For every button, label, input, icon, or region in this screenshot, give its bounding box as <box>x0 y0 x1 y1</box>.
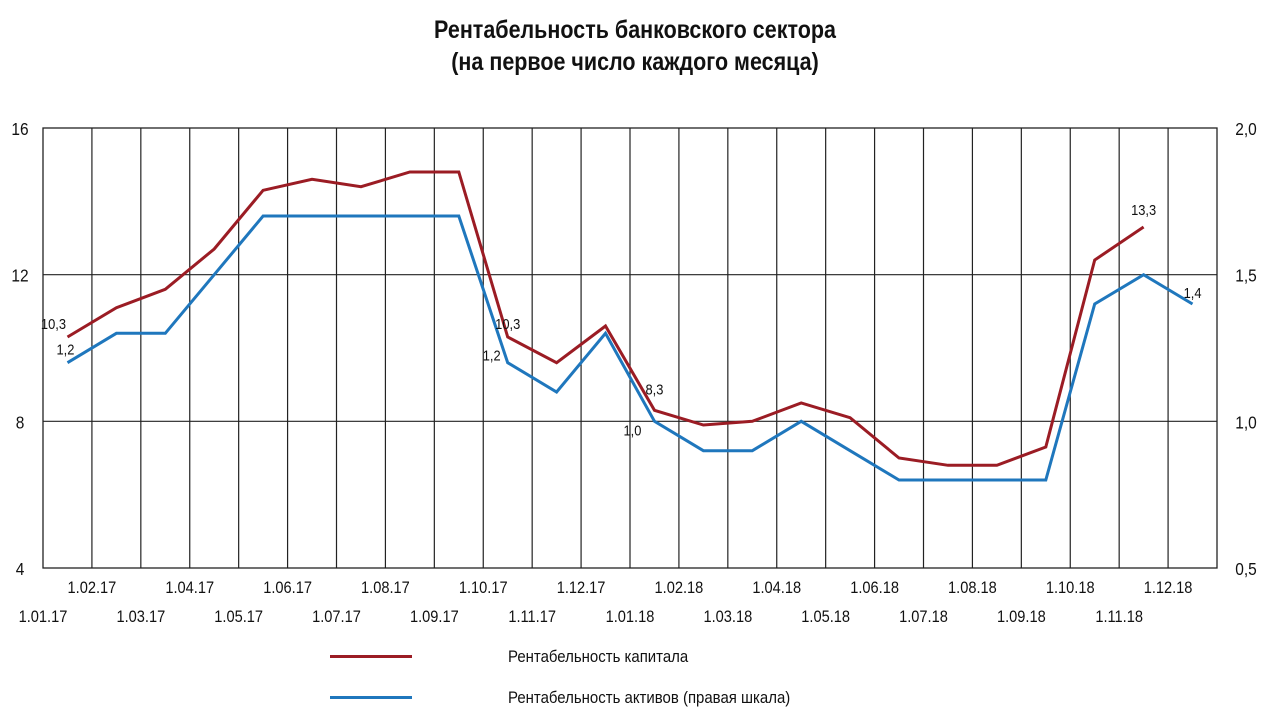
x-axis-tick-label: 1.10.18 <box>1046 579 1095 597</box>
data-label-capital: 13,3 <box>1131 201 1156 218</box>
data-label-assets: 1,4 <box>1184 284 1202 301</box>
x-axis-tick-label: 1.11.17 <box>508 608 556 626</box>
x-axis-tick-label: 1.04.17 <box>165 579 214 597</box>
x-axis-tick-label: 1.06.18 <box>850 579 899 597</box>
x-axis-tick-label: 1.10.17 <box>459 579 508 597</box>
right-axis-tick-label: 1,5 <box>1235 266 1256 286</box>
x-axis-tick-label: 1.01.18 <box>606 608 655 626</box>
data-label-capital: 10,3 <box>41 315 66 332</box>
right-axis-tick-label: 0,5 <box>1235 559 1256 579</box>
x-axis-tick-label: 1.04.18 <box>752 579 801 597</box>
data-label-assets: 1,2 <box>483 347 501 364</box>
grid <box>42 127 1218 569</box>
chart-title-line-2: (на первое число каждого месяца) <box>451 48 819 76</box>
x-axis-tick-label: 1.06.17 <box>263 579 312 597</box>
legend-label-capital: Рентабельность капитала <box>508 647 689 666</box>
x-axis-tick-label: 1.01.17 <box>19 608 68 626</box>
series-line-assets <box>66 214 1194 482</box>
x-axis-tick-label: 1.09.17 <box>410 608 459 626</box>
data-labels: 10,3 10,3 8,3 13,3 1,2 1,2 1,0 1,4 <box>41 201 1202 438</box>
x-axis-tick-label: 1.03.18 <box>703 608 752 626</box>
x-axis-tick-label: 1.05.17 <box>214 608 263 626</box>
axes: 4812160,51,01,52,01.01.171.02.171.03.171… <box>11 119 1256 626</box>
left-axis-tick-label: 4 <box>16 559 25 579</box>
data-label-assets: 1,2 <box>57 341 75 358</box>
x-axis-tick-label: 1.11.18 <box>1095 608 1143 626</box>
legend-label-assets: Рентабельность активов (правая шкала) <box>508 688 791 707</box>
x-axis-tick-label: 1.08.17 <box>361 579 410 597</box>
x-axis-tick-label: 1.12.17 <box>557 579 606 597</box>
data-label-capital: 8,3 <box>646 380 664 397</box>
x-axis-tick-label: 1.03.17 <box>116 608 165 626</box>
left-axis-tick-label: 16 <box>11 119 28 139</box>
x-axis-tick-label: 1.02.17 <box>68 579 117 597</box>
chart-title-line-1: Рентабельность банковского сектора <box>434 16 836 44</box>
left-axis-tick-label: 8 <box>16 412 25 432</box>
series-line-capital <box>66 170 1145 467</box>
right-axis-tick-label: 2,0 <box>1235 119 1256 139</box>
x-axis-tick-label: 1.07.17 <box>312 608 361 626</box>
x-axis-tick-label: 1.08.18 <box>948 579 997 597</box>
chart-title: Рентабельность банковского сектора (на п… <box>89 14 1181 78</box>
data-label-capital: 10,3 <box>495 315 520 332</box>
right-axis-tick-label: 1,0 <box>1235 412 1256 432</box>
x-axis-tick-label: 1.05.18 <box>801 608 850 626</box>
series-layer <box>66 170 1194 482</box>
x-axis-tick-label: 1.12.18 <box>1144 579 1193 597</box>
left-axis-tick-label: 12 <box>11 266 28 286</box>
legend-line-assets <box>330 696 412 699</box>
x-axis-tick-label: 1.02.18 <box>655 579 704 597</box>
x-axis-tick-label: 1.09.18 <box>997 608 1046 626</box>
line-chart: 10,3 10,3 8,3 13,3 1,2 1,2 1,0 1,4 4 8 12 16 0,5 1,0… <box>11 119 1256 626</box>
x-axis-tick-label: 1.07.18 <box>899 608 948 626</box>
data-label-assets: 1,0 <box>624 421 642 438</box>
legend-line-capital <box>330 655 412 658</box>
